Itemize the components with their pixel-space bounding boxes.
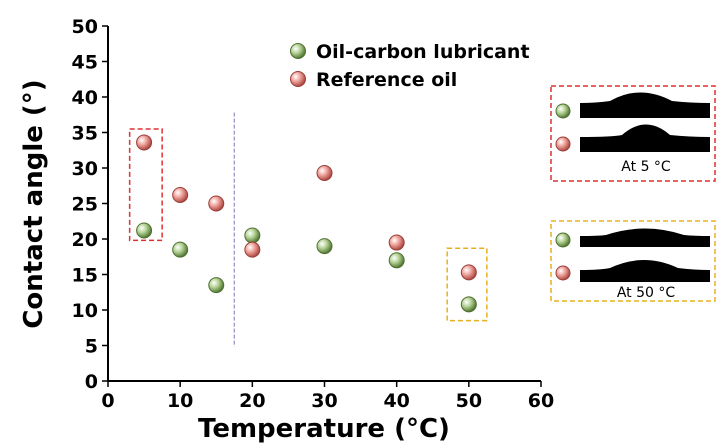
y-tick-label: 0	[85, 371, 98, 393]
annotations	[128, 112, 488, 347]
data-points	[136, 134, 477, 313]
y-tick-label: 45	[72, 52, 98, 74]
y-tick-label: 20	[72, 229, 98, 251]
x-tick-label: 0	[101, 390, 114, 412]
y-tick-label: 10	[72, 300, 98, 322]
oil-carbon-point	[388, 252, 405, 269]
y-tick-label: 40	[72, 87, 98, 109]
x-tick-label: 20	[239, 390, 265, 412]
y-ticks: 0 5 10 15 20 25 30 35 40 45 50	[72, 16, 108, 393]
x-axis-title: Temperature (°C)	[198, 414, 450, 444]
legend-marker-reference	[290, 71, 306, 87]
y-tick-label: 30	[72, 158, 98, 180]
x-tick-label: 40	[383, 390, 409, 412]
oil-carbon-point	[172, 241, 189, 258]
reference-oil-point	[172, 186, 189, 203]
highlight-box-0	[128, 128, 163, 242]
oil-carbon-point	[460, 296, 477, 313]
inset-50c-green-marker	[555, 232, 571, 248]
highlight-box-1	[446, 247, 488, 322]
reference-oil-point	[244, 241, 261, 258]
legend-marker-oil-carbon	[290, 43, 306, 59]
legend: Oil-carbon lubricant Reference oil	[290, 41, 530, 91]
reference-oil-point	[208, 195, 225, 212]
x-ticks: 0 10 20 30 40 50 60	[101, 381, 554, 412]
reference-oil-point	[388, 234, 405, 251]
y-tick-label: 5	[85, 336, 98, 358]
x-tick-label: 60	[528, 390, 554, 412]
x-tick-label: 50	[456, 390, 482, 412]
y-axis-title: Contact angle (°)	[19, 79, 49, 328]
legend-label-reference: Reference oil	[316, 69, 457, 91]
inset-50c-frame	[550, 220, 716, 302]
reference-oil-point	[316, 164, 333, 181]
inset-50c-red-marker	[555, 265, 571, 281]
oil-carbon-point	[316, 238, 333, 255]
oil-carbon-point	[136, 222, 153, 239]
reference-oil-point	[136, 134, 153, 151]
legend-label-oil-carbon: Oil-carbon lubricant	[316, 41, 530, 63]
y-tick-label: 25	[72, 194, 98, 216]
y-tick-label: 15	[72, 265, 98, 287]
x-tick-label: 30	[311, 390, 337, 412]
inset-5c-label: At 5 °C	[621, 159, 671, 175]
inset-50c-droplet-red	[580, 260, 710, 282]
inset-5c-green-marker	[555, 103, 571, 119]
y-tick-label: 35	[72, 123, 98, 145]
inset-5c-red-marker	[555, 136, 571, 152]
inset-5c-droplet-green	[580, 92, 710, 118]
reference-oil-point	[460, 264, 477, 281]
x-tick-label: 10	[167, 390, 193, 412]
inset-5c: At 5 °C	[550, 85, 716, 182]
inset-50c-label: At 50 °C	[617, 285, 676, 301]
inset-50c-droplet-green	[580, 228, 710, 247]
inset-5c-droplet-red	[580, 124, 710, 152]
inset-5c-frame	[550, 85, 716, 182]
y-tick-label: 50	[72, 16, 98, 38]
oil-carbon-point	[208, 277, 225, 294]
inset-50c: At 50 °C	[550, 220, 716, 302]
oil-carbon-point	[244, 227, 261, 244]
